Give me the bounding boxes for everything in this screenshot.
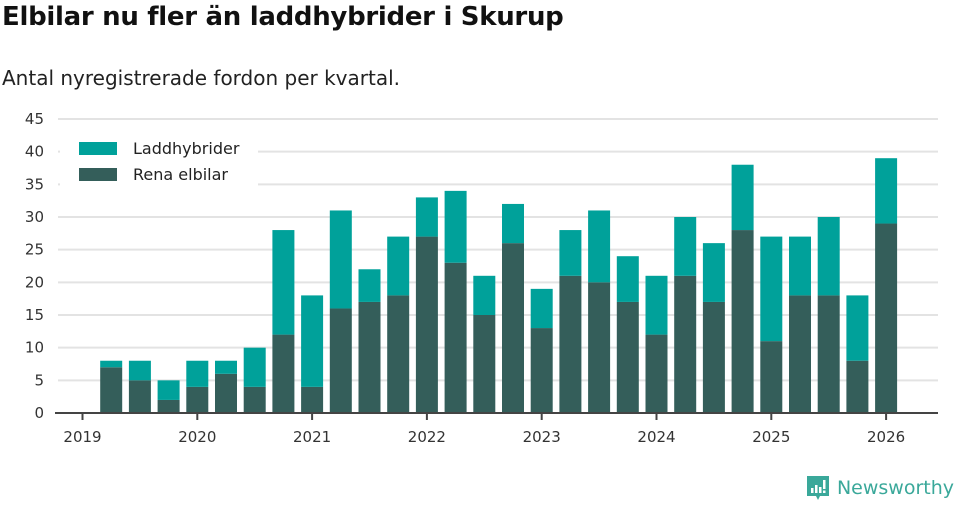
bar-laddhybrider xyxy=(329,210,352,309)
bar-rena-elbilar xyxy=(559,275,582,413)
bar-rena-elbilar xyxy=(702,301,725,413)
x-tick-label: 2023 xyxy=(523,428,561,446)
bar-laddhybrider xyxy=(415,197,438,237)
bar-rena-elbilar xyxy=(817,295,840,413)
bar-laddhybrider xyxy=(702,243,725,302)
bar-rena-elbilar xyxy=(243,386,266,413)
bar-chart-speech-bubble-icon xyxy=(806,476,829,500)
bar-rena-elbilar xyxy=(846,360,869,413)
bar-laddhybrider xyxy=(157,380,180,400)
x-tick-label: 2025 xyxy=(752,428,790,446)
bar-laddhybrider xyxy=(301,295,324,387)
bar-rena-elbilar xyxy=(301,386,324,413)
brand-name: Newsworthy xyxy=(836,477,954,499)
bar-rena-elbilar xyxy=(645,334,668,413)
x-axis-labels: 2019 2020 2021 2022 2023 2024 2025 2026 xyxy=(63,413,905,446)
bar-rena-elbilar xyxy=(100,367,123,413)
legend-label: Laddhybrider xyxy=(133,138,240,158)
bar-laddhybrider xyxy=(588,210,611,283)
bar-rena-elbilar xyxy=(588,282,611,413)
bar-rena-elbilar xyxy=(329,308,352,413)
x-tick-label: 2024 xyxy=(637,428,675,446)
legend: Laddhybrider Rena elbilar xyxy=(60,133,258,187)
y-tick-label: 20 xyxy=(25,273,44,291)
x-tick-label: 2022 xyxy=(408,428,446,446)
bar-laddhybrider xyxy=(616,256,639,302)
y-tick-label: 5 xyxy=(34,371,44,389)
bar-laddhybrider xyxy=(817,217,840,296)
bar-rena-elbilar xyxy=(387,295,410,413)
y-tick-label: 25 xyxy=(25,241,44,259)
bar-laddhybrider xyxy=(243,347,266,387)
legend-swatch-rena-elbilar xyxy=(79,167,117,181)
legend-item-rena-elbilar: Rena elbilar xyxy=(79,164,228,184)
bar-laddhybrider xyxy=(100,360,123,368)
chart-subtitle: Antal nyregistrerade fordon per kvartal. xyxy=(2,66,401,90)
legend-label: Rena elbilar xyxy=(133,164,228,184)
bar-rena-elbilar xyxy=(760,341,783,413)
bar-rena-elbilar xyxy=(215,373,237,413)
bar-rena-elbilar xyxy=(272,334,295,413)
y-tick-label: 15 xyxy=(25,306,44,324)
bar-rena-elbilar xyxy=(473,315,496,413)
y-tick-label: 0 xyxy=(34,404,44,422)
bar-rena-elbilar xyxy=(674,275,697,413)
bar-laddhybrider xyxy=(875,158,898,224)
bar-rena-elbilar xyxy=(128,380,151,413)
bar-rena-elbilar xyxy=(502,243,524,413)
bar-laddhybrider xyxy=(559,230,582,276)
bar-laddhybrider xyxy=(444,190,467,263)
y-tick-label: 35 xyxy=(25,175,44,193)
bar-laddhybrider xyxy=(530,288,553,329)
bar-laddhybrider xyxy=(387,236,410,296)
y-tick-label: 45 xyxy=(25,110,44,128)
bar-laddhybrider xyxy=(473,275,496,315)
bar-laddhybrider xyxy=(502,203,524,244)
bar-laddhybrider xyxy=(760,236,783,342)
x-tick-label: 2020 xyxy=(178,428,216,446)
bar-laddhybrider xyxy=(128,360,151,381)
legend-swatch-laddhybrider xyxy=(79,141,117,155)
bar-laddhybrider xyxy=(272,230,295,335)
y-tick-label: 40 xyxy=(25,143,44,161)
bar-rena-elbilar xyxy=(157,399,180,413)
bar-laddhybrider xyxy=(358,269,381,302)
bar-rena-elbilar xyxy=(731,230,754,413)
bar-laddhybrider xyxy=(186,360,209,387)
legend-item-laddhybrider: Laddhybrider xyxy=(79,138,239,158)
x-tick-label: 2021 xyxy=(293,428,331,446)
bar-laddhybrider xyxy=(846,295,869,361)
bar-laddhybrider xyxy=(645,275,668,335)
bar-rena-elbilar xyxy=(186,386,209,413)
y-axis-labels: 0 5 10 15 20 25 30 35 40 45 xyxy=(25,110,44,422)
bars xyxy=(100,158,898,413)
newsworthy-logo[interactable]: Newsworthy xyxy=(805,474,954,502)
bar-rena-elbilar xyxy=(789,295,811,413)
bar-laddhybrider xyxy=(789,236,811,296)
chart-title: Elbilar nu fler än laddhybrider i Skurup xyxy=(2,2,564,32)
bar-rena-elbilar xyxy=(875,223,898,413)
bar-laddhybrider xyxy=(731,164,754,231)
bar-rena-elbilar xyxy=(444,262,467,413)
y-tick-label: 10 xyxy=(25,339,44,357)
bar-rena-elbilar xyxy=(530,328,553,413)
x-tick-label: 2026 xyxy=(867,428,905,446)
bar-laddhybrider xyxy=(674,217,697,276)
bar-rena-elbilar xyxy=(616,301,639,413)
bar-rena-elbilar xyxy=(358,301,381,413)
x-tick-label: 2019 xyxy=(63,428,101,446)
y-tick-label: 30 xyxy=(25,208,44,226)
bar-laddhybrider xyxy=(215,360,237,374)
bar-rena-elbilar xyxy=(415,236,438,413)
